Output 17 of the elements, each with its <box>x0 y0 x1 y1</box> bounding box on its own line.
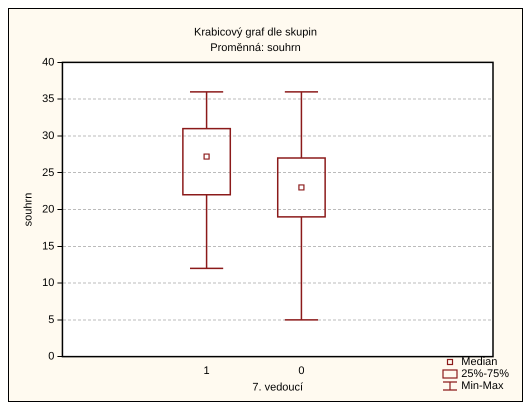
y-axis-title: souhrn <box>22 192 35 226</box>
y-tick-label: 0 <box>48 350 54 363</box>
chart-title: Krabicový graf dle skupin <box>194 26 317 39</box>
text: 25%-75% <box>461 368 509 380</box>
y-tick-label: 40 <box>42 56 54 68</box>
y-tick-label: 35 <box>42 93 54 106</box>
text: Min-Max <box>461 380 504 392</box>
y-tick-label: 10 <box>42 277 54 290</box>
y-tick-label: 30 <box>42 130 54 142</box>
chart-subtitle: Proměnná: souhrn <box>210 42 301 54</box>
annotation: Median <box>461 356 498 368</box>
x-tick-label: 1 <box>204 365 210 378</box>
x-axis-title: 7. vedoucí <box>252 381 304 394</box>
y-tick-label: 5 <box>48 314 54 326</box>
y-tick-label: 25 <box>42 166 54 179</box>
y-tick-label: 15 <box>42 240 54 252</box>
y-tick-label: 20 <box>42 204 54 216</box>
